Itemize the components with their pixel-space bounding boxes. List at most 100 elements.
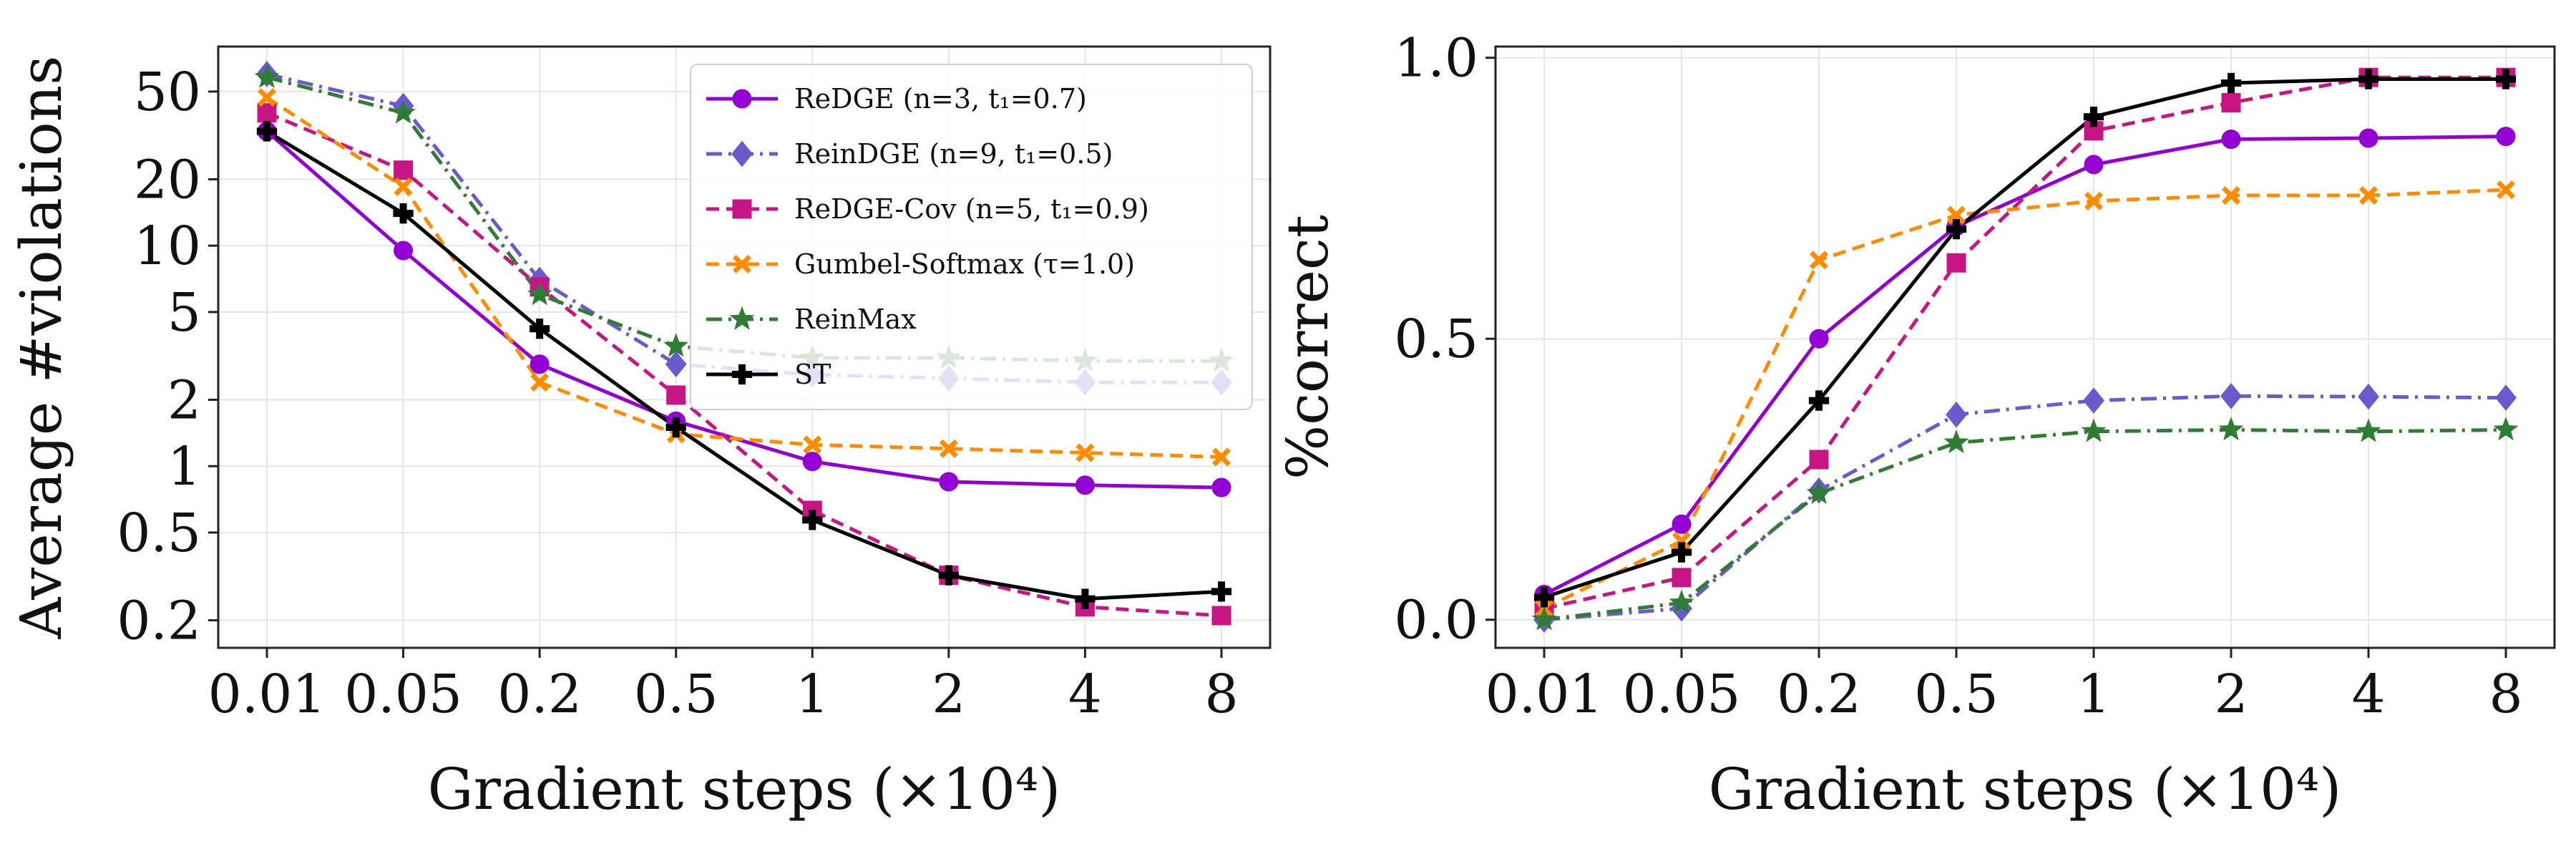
point-st [938,565,960,586]
point-redge [2084,155,2104,175]
series-line-reindge [1543,394,2507,622]
point-gumbel-softmax [2221,185,2241,205]
point-st [1533,587,1555,608]
point-redge [802,452,822,472]
point-redge-cov [666,385,686,405]
legend-label-redge-cov: ReDGE-Cov (n=5, t₁=0.9) [794,193,1149,225]
point-st [529,319,550,339]
point-reindge [1946,401,1967,428]
point-st [1671,542,1692,563]
point-reinmax [2493,417,2519,441]
legend-marker-st [731,364,753,385]
point-reinmax [1531,606,1557,631]
x-axis-label: Gradient steps (×10⁴) [428,756,1061,822]
point-reindge [2495,384,2517,411]
point-st [2220,72,2242,94]
point-redge [1672,514,1692,534]
x-tick-label: 1 [2077,664,2110,725]
axes-frame [217,45,1272,649]
legend-label-gumbel-softmax: Gumbel-Softmax (τ=1.0) [794,248,1135,280]
x-tick-label: 0.01 [208,664,326,725]
legend-marker-gumbel-softmax [732,254,752,274]
point-reindge [2083,387,2104,414]
point-st [665,417,686,438]
legend-label-reinmax: ReinMax [794,304,917,335]
point-redge-cov [394,160,414,180]
y-axis-label: %correct [1274,215,1341,480]
point-reinmax [663,333,689,357]
point-st [2083,106,2104,127]
point-redge [1809,329,1829,349]
y-tick-label: 0.2 [117,591,201,652]
point-redge [1075,475,1095,495]
x-axis-label: Gradient steps (×10⁴) [1709,756,2342,822]
point-reindge [2220,382,2242,409]
legend-marker-reinmax [729,306,755,330]
legend-marker-reindge [731,140,753,168]
series-line-gumbel-softmax [1543,188,2507,611]
point-redge-cov [1211,606,1231,626]
point-st [2358,69,2379,89]
legend-marker-redge-cov [732,199,752,219]
point-gumbel-softmax [394,177,413,196]
x-tick-label: 4 [2351,664,2385,725]
point-st [1075,588,1096,609]
y-tick-label: 50 [134,62,201,123]
point-redge-cov [1809,450,1829,470]
point-gumbel-softmax [530,373,550,392]
x-tick-label: 0.2 [1777,664,1861,725]
point-gumbel-softmax [2496,180,2516,200]
x-tick-label: 0.2 [497,664,582,725]
series-line-gumbel-softmax [265,96,1222,459]
point-reinmax [2356,418,2381,442]
series-line-redge-cov [266,111,1222,618]
series-line-st [1543,77,2506,599]
x-tick-label: 0.01 [1485,664,1604,725]
point-gumbel-softmax [939,439,958,458]
y-tick-label: 1.0 [1394,28,1478,89]
point-redge [2496,127,2516,147]
point-st [1946,218,1967,240]
x-tick-label: 0.05 [344,664,462,725]
x-tick-label: 2 [2214,664,2248,725]
series-line-redge [265,130,1222,490]
point-reinmax [2218,417,2244,441]
point-gumbel-softmax [803,435,822,455]
x-tick-label: 0.5 [1914,664,1999,725]
point-reinmax [1669,589,1694,614]
x-tick-label: 8 [1204,664,1238,725]
point-gumbel-softmax [2084,191,2104,210]
series-line-st [265,130,1222,601]
legend-label-st: ST [794,359,831,390]
x-tick-label: 4 [1068,664,1102,725]
point-gumbel-softmax [1672,531,1692,550]
point-st [393,203,414,224]
point-gumbel-softmax [1211,447,1231,467]
x-tick-label: 1 [796,664,829,725]
point-gumbel-softmax [1946,205,1966,225]
y-tick-label: 0.0 [1394,590,1478,651]
point-reinmax [2081,418,2107,442]
y-tick-label: 5 [167,282,201,344]
y-tick-label: 0.5 [1394,309,1478,370]
y-tick-label: 0.5 [117,503,201,564]
point-reinmax [1943,430,1969,454]
point-reinmax [391,100,416,124]
point-reindge [665,351,687,378]
point-reinmax [527,281,552,306]
point-st [256,121,278,142]
y-tick-label: 1 [167,436,201,498]
series-line-reinmax [1543,427,2507,622]
point-reinmax [1806,480,1832,504]
point-gumbel-softmax [1809,251,1829,270]
legend-label-redge: ReDGE (n=3, t₁=0.7) [794,83,1087,115]
point-redge-cov [2221,93,2241,113]
point-redge-cov [1672,568,1692,588]
legend: ReDGE (n=3, t₁=0.7) ReinDGE (n=9, t₁=0.5)… [690,64,1253,410]
point-redge [394,241,414,261]
x-tick-label: 0.5 [634,664,718,725]
point-st [2495,69,2517,89]
point-redge [530,354,550,374]
right-panel-correct: 0.01 0.05 0.2 0.5 1 2 4 8 0.0 0.5 1.0 Gradient step… [1274,28,2556,822]
